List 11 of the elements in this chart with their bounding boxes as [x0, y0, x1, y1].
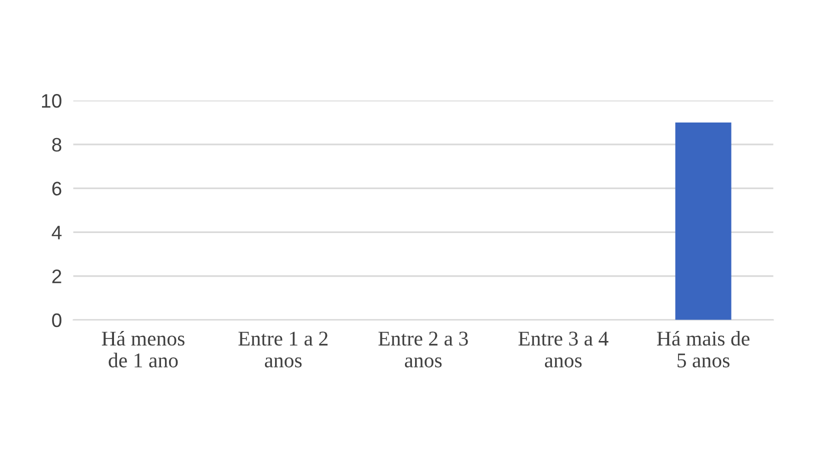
- y-tick-label: 6: [52, 182, 62, 196]
- y-tick-label: 4: [52, 226, 62, 240]
- y-tick-label: 0: [52, 313, 62, 328]
- x-tick-label: Há mais de 5 anos: [657, 330, 750, 368]
- y-tick-label: 2: [52, 269, 62, 284]
- x-tick-label: Entre 2 a 3 anos: [378, 332, 468, 368]
- x-tick-label: Há menos de 1 ano: [102, 330, 184, 368]
- y-tick-label: 10: [42, 94, 62, 108]
- y-tick-label: 8: [52, 138, 62, 152]
- x-tick-label: Entre 3 a 4 anos: [518, 332, 608, 368]
- x-tick-label: Entre 1 a 2 anos: [238, 332, 328, 368]
